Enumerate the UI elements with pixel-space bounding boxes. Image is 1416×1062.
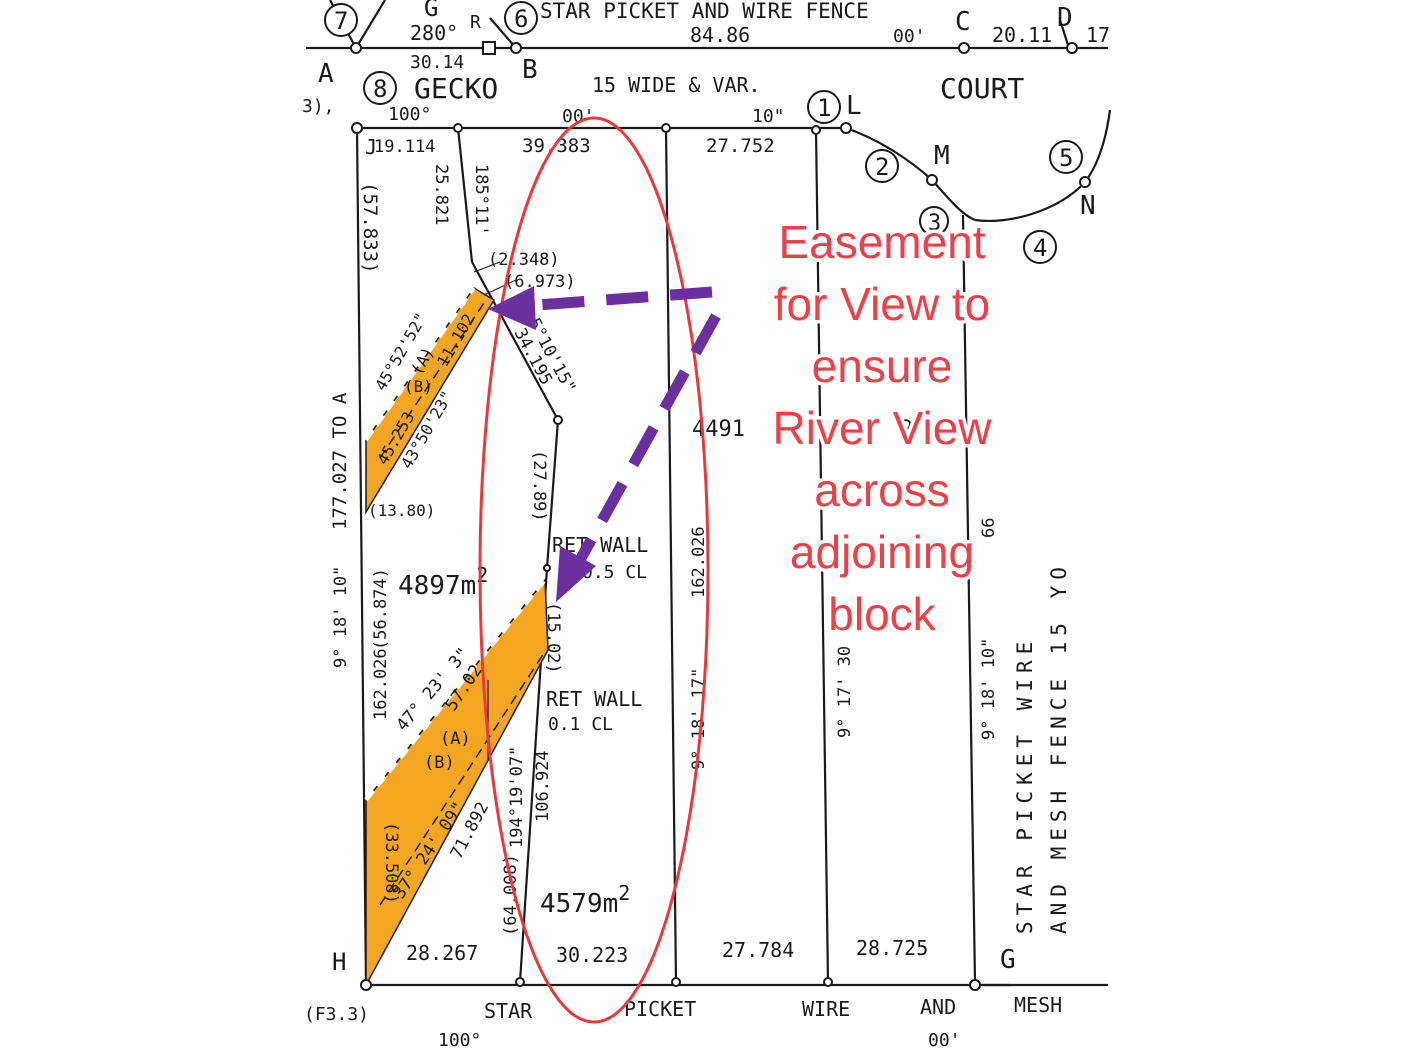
point-l: L (846, 91, 862, 121)
marker-7: 7 (334, 7, 348, 35)
easement-callout: Easement for View to ensure River View a… (769, 213, 996, 644)
easement-upper (364, 286, 496, 515)
frontage-3: 27.752 (706, 135, 775, 157)
lot-bottom-dim-7: 106.924 (533, 750, 553, 822)
highlight-ellipse (478, 116, 710, 1024)
road-left-cut: 3), (302, 96, 335, 117)
easement-lower-a: (A) (440, 729, 471, 749)
lot-left-dim-3: (2.348) (488, 250, 560, 270)
bottom-word-1: STAR (484, 999, 533, 1023)
bottom-word-4: AND (920, 995, 956, 1019)
point-c: C (955, 7, 971, 37)
frontage-2: 39.383 (522, 135, 591, 157)
top-fence-label: STAR PICKET AND WIRE FENCE (540, 0, 869, 23)
point-g-top: G (424, 0, 438, 22)
top-dist-left: 30.14 (410, 52, 464, 73)
ret-wall-2: RET WALL (546, 687, 642, 711)
callout-line-7: block (828, 588, 936, 640)
marker-5: 5 (1059, 144, 1073, 172)
middle-dim-6: 9° 18' 10" (979, 638, 999, 740)
point-g: G (1000, 945, 1016, 975)
lot-bottom-dim-8: 194°19'07" (507, 746, 527, 848)
road-name-right: COURT (940, 72, 1024, 105)
bottom-ref: (F3.3) (304, 1004, 369, 1025)
middle-dim-2: 2 (900, 417, 913, 442)
lot-bottom-dim-6: (33.508) (381, 822, 401, 904)
lot-left-dim-4: (6.973) (504, 272, 576, 292)
arrow-head-lower (556, 546, 596, 602)
easement-lower-b: (B) (424, 753, 455, 773)
bottom-dim-1: 28.267 (406, 941, 478, 965)
callout-arrows (488, 286, 721, 602)
road-bearing: 100° (388, 104, 431, 125)
right-fence-line-2: AND MESH FENCE 15 YO (1047, 561, 1071, 934)
middle-dim-3: 162.026 (689, 526, 709, 598)
ret-wall-1-cl: 0.5 CL (582, 562, 647, 583)
marker-8: 8 (373, 75, 387, 103)
bottom-dim-4: 28.725 (856, 936, 928, 960)
bottom-dim-3: 27.784 (722, 938, 794, 962)
point-r: R (470, 12, 481, 33)
top-dist: 84.86 (690, 23, 750, 47)
lot-left-dim-16: (56.874) (371, 568, 391, 650)
road-bearing-sec: 10" (752, 106, 785, 127)
marker-2: 2 (875, 153, 889, 181)
point-m: M (934, 141, 950, 171)
point-b: B (522, 55, 538, 85)
easement-upper-b: (B) (404, 377, 433, 396)
lot-left-dim-12: (13.80) (368, 501, 435, 520)
middle-dim-1: 4491 (692, 417, 745, 442)
callout-line-5: across (814, 464, 949, 516)
marker-1: 1 (817, 94, 831, 122)
bottom-word-3: WIRE (802, 997, 850, 1021)
middle-dim-7: 66 (979, 518, 999, 538)
marker-6: 6 (514, 5, 528, 33)
callout-line-1: Easement (778, 216, 985, 268)
top-dist-cd: 20.11 (992, 23, 1052, 47)
lot-left-dim-15: 9° 18' 10" (331, 566, 351, 668)
top-bearing: 280° (410, 21, 458, 45)
lot-left-dim-2: 185°11' (471, 164, 491, 236)
road-width: 15 WIDE & VAR. (592, 73, 761, 97)
bottom-bearing-min: 00' (928, 1030, 961, 1051)
lot-left-dim-13: (27.89) (529, 450, 549, 522)
lot-left-dim-14: 177.027 TO A (329, 392, 351, 530)
easement-lower (364, 577, 549, 986)
top-min-c: 00' (893, 26, 926, 47)
point-j: J (365, 135, 377, 159)
point-d: D (1057, 3, 1073, 33)
point-a: A (318, 59, 334, 89)
callout-line-4: River View (773, 402, 993, 454)
right-fence-line-1: STAR PICKET WIRE (1013, 636, 1037, 934)
lot-bottom-dim-3: (15.02) (543, 602, 563, 674)
survey-marks (350, 41, 1091, 991)
bottom-word-2: PICKET (624, 997, 696, 1021)
callout-line-6: adjoining (790, 526, 974, 578)
point-n: N (1080, 191, 1096, 221)
callout-line-2: for View to (774, 278, 990, 330)
marker-3: 3 (928, 211, 941, 236)
road-name-left: GECKO (414, 72, 498, 105)
frontage-1: 19.114 (374, 137, 435, 157)
bottom-dim-2: 30.223 (556, 943, 628, 967)
ret-wall-2-cl: 0.1 CL (548, 714, 613, 735)
lot-bottom-dim-9: (64.008) (501, 854, 521, 936)
numbered-markers (324, 1, 1083, 264)
arrow-head-upper (488, 286, 536, 330)
lot-left-dim-1: 25.821 (431, 164, 451, 225)
road-bearing-min: 00' (562, 106, 595, 127)
lot-left-dim-17: 162.026 (371, 648, 391, 720)
middle-dim-5: 9° 17' 30 (835, 646, 855, 738)
marker-4: 4 (1033, 234, 1047, 262)
callout-line-3: ensure (812, 340, 953, 392)
lot-left-dim-5: (57.833) (359, 182, 381, 274)
bottom-word-5: MESH (1014, 993, 1062, 1017)
top-right-cut: 17 (1086, 23, 1110, 47)
point-h: H (332, 948, 346, 976)
lot-bottom-area: 4579m2 (540, 881, 630, 919)
bottom-bearing: 100° (438, 1030, 481, 1051)
